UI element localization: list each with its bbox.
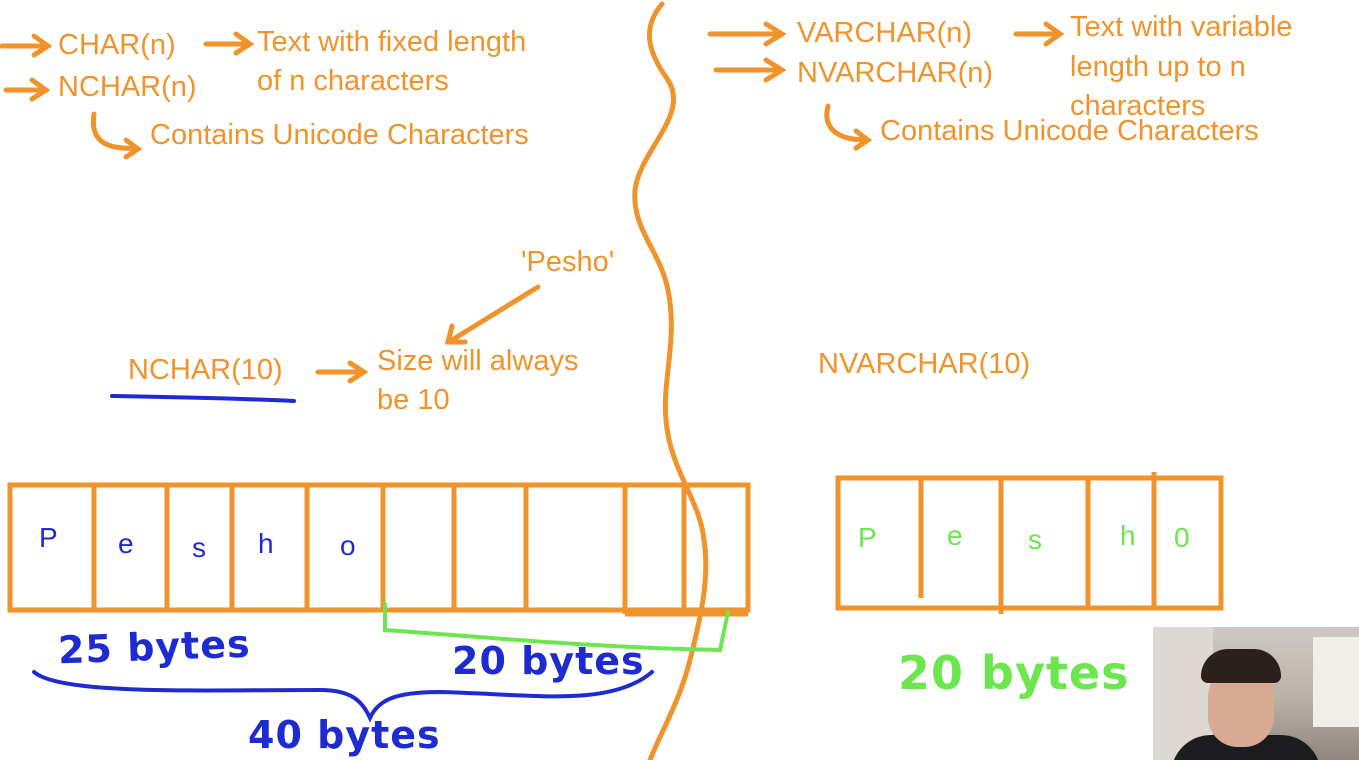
nchar-cell-char: h [258,528,274,559]
nvarchar-cell-char: h [1120,520,1136,551]
padding-bytes-note: 20 bytes [452,639,645,683]
nchar10-label: NCHAR(10) [128,354,283,386]
nvarchar-bytes-note: 20 bytes [898,646,1130,700]
fixed-length-desc-line1: Text with fixed length [257,26,527,58]
unicode-note-left: Contains Unicode Characters [150,119,529,151]
nchar-storage-box [7,482,751,617]
nvarchar-cell-char: s [1028,524,1042,555]
char-label: CHAR(n) [58,29,176,61]
webcam-window [1313,637,1359,727]
arrow-char-in [0,33,53,58]
arrow-char-to-desc [203,31,255,56]
nchar-cell-char: e [118,528,134,559]
nvarchar-cell-char: 0 [1174,522,1190,553]
nchar-label: NCHAR(n) [58,71,197,103]
size-note-line1: Size will always [377,345,579,377]
arrow-nvarchar-in [713,57,787,83]
fixed-length-desc-line2: of n characters [257,65,449,97]
arrow-varchar-in [707,21,787,47]
nvarchar-cell-char: P [858,522,877,553]
arrow-nchar10-to-size [315,360,369,384]
example-value: 'Pesho' [521,246,615,278]
unicode-note-right: Contains Unicode Characters [880,115,1259,147]
total-brace [32,670,654,723]
variable-length-desc-line2: length up to n [1070,51,1246,83]
variable-length-desc-line3: characters [1070,90,1206,122]
arrow-unicode-right [824,103,873,151]
divider-curve [632,1,709,760]
arrow-pesho-to-size [444,284,541,345]
arrow-unicode-left [90,111,143,160]
size-note-line2: be 10 [377,384,450,416]
nchar10-underline [110,394,296,403]
padding-bracket [383,602,730,653]
nchar-cell-char: s [192,532,206,563]
nchar-cell-char: P [39,522,58,553]
nvarchar-label: NVARCHAR(n) [797,57,994,89]
nvarchar10-label: NVARCHAR(10) [818,348,1031,380]
arrow-varchar-to-desc [1013,21,1065,47]
total-bytes-note: 40 bytes [248,713,441,757]
presenter-hair [1201,649,1281,683]
webcam-overlay [1153,627,1359,760]
left-bytes-note: 25 bytes [57,621,252,673]
nchar-cell-char: o [340,530,356,561]
varchar-label: VARCHAR(n) [797,17,973,49]
nvarchar-storage-box [835,472,1224,614]
nvarchar-cell-char: e [947,520,963,551]
arrow-nchar-in [3,77,51,102]
variable-length-desc-line1: Text with variable [1070,11,1293,43]
